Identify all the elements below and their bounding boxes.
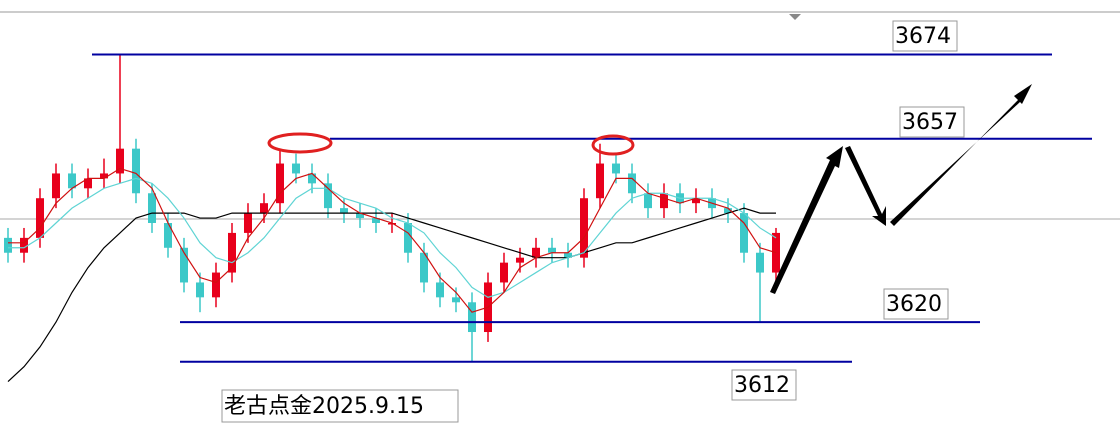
candle-body: [196, 282, 204, 298]
level-box: [731, 369, 797, 401]
candle-body: [660, 193, 668, 209]
candle-body: [244, 213, 252, 233]
level-box: [892, 20, 958, 52]
level-box: [899, 106, 965, 138]
candle-body: [36, 198, 44, 238]
candle-body: [132, 148, 140, 194]
candle-body: [564, 252, 572, 258]
candle-body: [628, 173, 636, 194]
candle-body: [116, 148, 124, 174]
candle-body: [548, 247, 556, 253]
candle-body: [20, 237, 28, 253]
moving-average: [8, 167, 777, 313]
candle-body: [52, 173, 60, 199]
level-box: [883, 288, 949, 320]
level-label: 3620: [886, 292, 942, 317]
moving-average: [7, 207, 776, 383]
candle-body: [324, 183, 332, 209]
candle-body: [292, 163, 300, 174]
candle-body: [228, 232, 236, 273]
candle-body: [68, 173, 76, 189]
level-label: 3657: [902, 110, 958, 135]
candle-body: [276, 163, 284, 204]
candle-body: [468, 302, 476, 333]
candle-body: [100, 173, 108, 179]
level-label: 3612: [734, 373, 790, 398]
candle-body: [532, 247, 540, 258]
annotation-box: [221, 389, 459, 423]
level-label: 3674: [895, 24, 951, 49]
highlight: [591, 134, 635, 156]
labels: 3674 3657 3620 3612: [731, 20, 965, 401]
candle-body: [388, 223, 396, 225]
candle-body: [644, 193, 652, 209]
candle-body: [372, 218, 380, 223]
marker: [789, 14, 801, 20]
candle-body: [580, 198, 588, 258]
candle-body: [340, 208, 348, 214]
highlight: [267, 132, 333, 154]
candle-body: [308, 173, 316, 184]
candle-body: [84, 178, 92, 189]
candle-body: [756, 252, 764, 273]
plot: [4, 53, 1092, 383]
candle-body: [4, 237, 12, 253]
candle-body: [356, 213, 364, 219]
candle-body: [612, 163, 620, 174]
candle-body: [500, 262, 508, 283]
annotation: 老古点金2025.9.15: [224, 394, 424, 419]
candle-body: [452, 297, 460, 303]
candle-body: [516, 257, 524, 263]
candle-body: [420, 252, 428, 283]
candle-body: [212, 272, 220, 298]
candle-body: [260, 203, 268, 214]
candle-body: [692, 198, 700, 204]
candle-body: [404, 223, 412, 253]
candle-body: [148, 193, 156, 223]
candle-body: [596, 163, 604, 199]
candle-body: [740, 213, 748, 253]
candle-body: [436, 282, 444, 298]
arrow: [845, 146, 886, 226]
arrow: [770, 146, 843, 294]
candle-body: [724, 208, 732, 214]
candle-body: [180, 247, 188, 283]
arrow: [890, 84, 1032, 226]
candle-body: [164, 223, 172, 248]
